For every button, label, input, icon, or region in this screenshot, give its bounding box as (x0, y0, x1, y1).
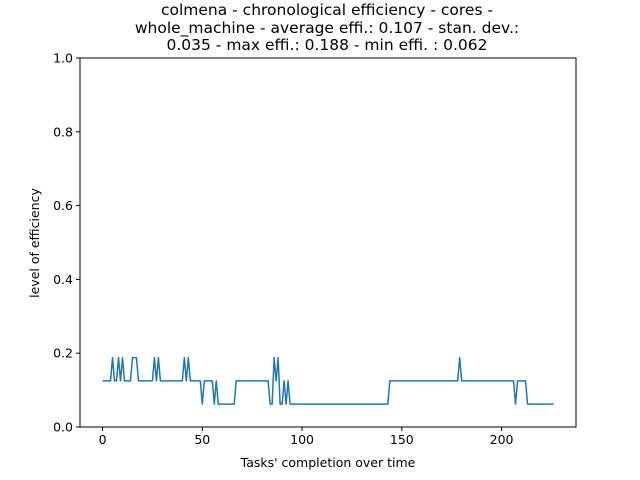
y-tick-label: 0.2 (53, 346, 73, 361)
y-tick-label: 0.4 (53, 272, 73, 287)
y-tick-label: 0.0 (53, 420, 73, 435)
chart-title-line-2: whole_machine - average effi.: 0.107 - s… (135, 19, 519, 38)
x-axis-ticks: 0 50 100 150 200 (99, 427, 514, 447)
series-layer (102, 356, 554, 405)
x-tick-label: 0 (99, 432, 107, 447)
y-tick-label: 0.8 (53, 124, 73, 139)
x-axis-label: Tasks' completion over time (240, 455, 416, 470)
y-axis-label: level of efficiency (27, 188, 42, 298)
plot-area (79, 57, 577, 428)
chart-title-line-1: colmena - chronological efficiency - cor… (161, 1, 493, 19)
y-tick-label: 1.0 (53, 51, 73, 66)
x-tick-label: 100 (290, 432, 314, 447)
chart-title-line-3: 0.035 - max effi.: 0.188 - min effi. : 0… (167, 36, 488, 54)
x-tick-label: 200 (490, 432, 514, 447)
y-axis-ticks: 0.0 0.2 0.4 0.6 0.8 1.0 (53, 51, 80, 435)
plot-frame (79, 57, 577, 428)
y-tick-label: 0.6 (53, 198, 73, 213)
series-line (102, 356, 554, 405)
x-tick-label: 50 (194, 432, 210, 447)
x-tick-label: 150 (390, 432, 414, 447)
